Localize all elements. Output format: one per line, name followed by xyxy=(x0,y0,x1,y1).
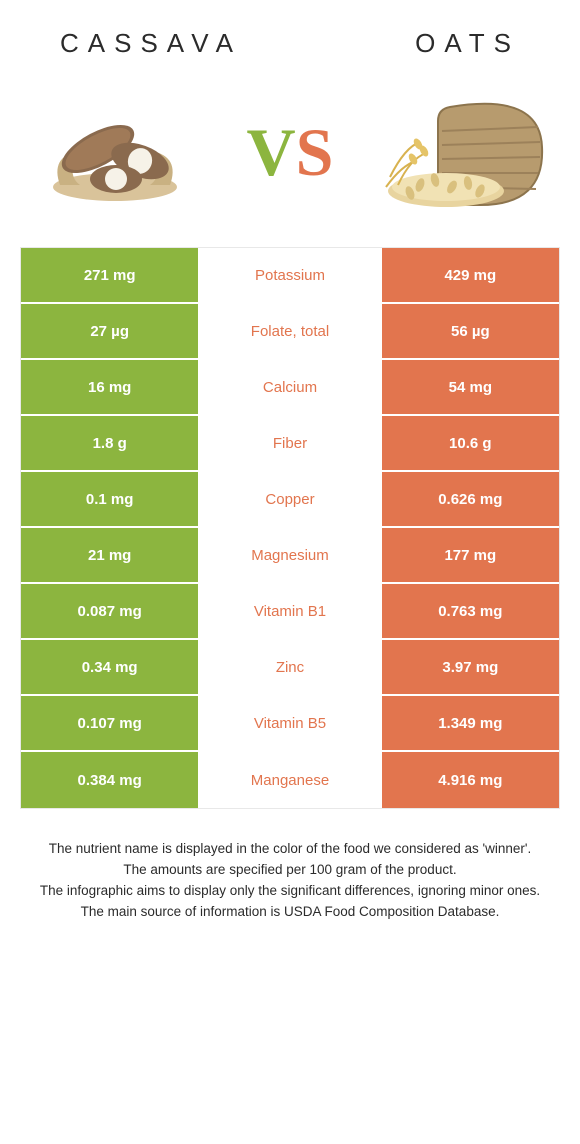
nutrient-label: Magnesium xyxy=(200,528,379,582)
right-value: 4.916 mg xyxy=(380,752,559,808)
footnote-line: The infographic aims to display only the… xyxy=(30,881,550,902)
vs-label: V S xyxy=(247,113,334,192)
oats-image xyxy=(380,87,550,217)
right-value: 56 µg xyxy=(380,304,559,358)
footnote-line: The amounts are specified per 100 gram o… xyxy=(30,860,550,881)
right-value: 0.763 mg xyxy=(380,584,559,638)
left-value: 271 mg xyxy=(21,248,200,302)
table-row: 0.34 mgZinc3.97 mg xyxy=(21,640,559,696)
right-value: 3.97 mg xyxy=(380,640,559,694)
nutrient-label: Vitamin B5 xyxy=(200,696,379,750)
footnote-line: The nutrient name is displayed in the co… xyxy=(30,839,550,860)
left-food-title: CASSAVA xyxy=(60,28,242,59)
right-value: 429 mg xyxy=(380,248,559,302)
table-row: 0.384 mgManganese4.916 mg xyxy=(21,752,559,808)
hero-row: V S xyxy=(0,67,580,247)
left-value: 0.34 mg xyxy=(21,640,200,694)
footnote-line: The main source of information is USDA F… xyxy=(30,902,550,923)
table-row: 0.107 mgVitamin B51.349 mg xyxy=(21,696,559,752)
nutrient-label: Fiber xyxy=(200,416,379,470)
left-value: 0.087 mg xyxy=(21,584,200,638)
table-row: 1.8 gFiber10.6 g xyxy=(21,416,559,472)
nutrient-label: Manganese xyxy=(200,752,379,808)
left-value: 27 µg xyxy=(21,304,200,358)
right-value: 0.626 mg xyxy=(380,472,559,526)
oats-icon xyxy=(380,87,550,217)
nutrient-label: Copper xyxy=(200,472,379,526)
cassava-image xyxy=(30,87,200,217)
titles-row: CASSAVA OATS xyxy=(0,0,580,67)
table-row: 27 µgFolate, total56 µg xyxy=(21,304,559,360)
nutrient-label: Folate, total xyxy=(200,304,379,358)
vs-s: S xyxy=(296,113,334,192)
table-row: 0.1 mgCopper0.626 mg xyxy=(21,472,559,528)
nutrient-label: Calcium xyxy=(200,360,379,414)
nutrient-label: Potassium xyxy=(200,248,379,302)
left-value: 0.384 mg xyxy=(21,752,200,808)
right-value: 10.6 g xyxy=(380,416,559,470)
infographic-container: CASSAVA OATS V S xyxy=(0,0,580,923)
table-row: 21 mgMagnesium177 mg xyxy=(21,528,559,584)
nutrient-label: Zinc xyxy=(200,640,379,694)
right-food-title: OATS xyxy=(415,28,520,59)
left-value: 21 mg xyxy=(21,528,200,582)
footnotes: The nutrient name is displayed in the co… xyxy=(30,839,550,923)
nutrient-label: Vitamin B1 xyxy=(200,584,379,638)
right-value: 177 mg xyxy=(380,528,559,582)
vs-v: V xyxy=(247,113,296,192)
nutrition-table: 271 mgPotassium429 mg27 µgFolate, total5… xyxy=(20,247,560,809)
left-value: 1.8 g xyxy=(21,416,200,470)
right-value: 1.349 mg xyxy=(380,696,559,750)
left-value: 16 mg xyxy=(21,360,200,414)
left-value: 0.1 mg xyxy=(21,472,200,526)
right-value: 54 mg xyxy=(380,360,559,414)
cassava-icon xyxy=(30,87,200,217)
table-row: 0.087 mgVitamin B10.763 mg xyxy=(21,584,559,640)
table-row: 16 mgCalcium54 mg xyxy=(21,360,559,416)
table-row: 271 mgPotassium429 mg xyxy=(21,248,559,304)
left-value: 0.107 mg xyxy=(21,696,200,750)
